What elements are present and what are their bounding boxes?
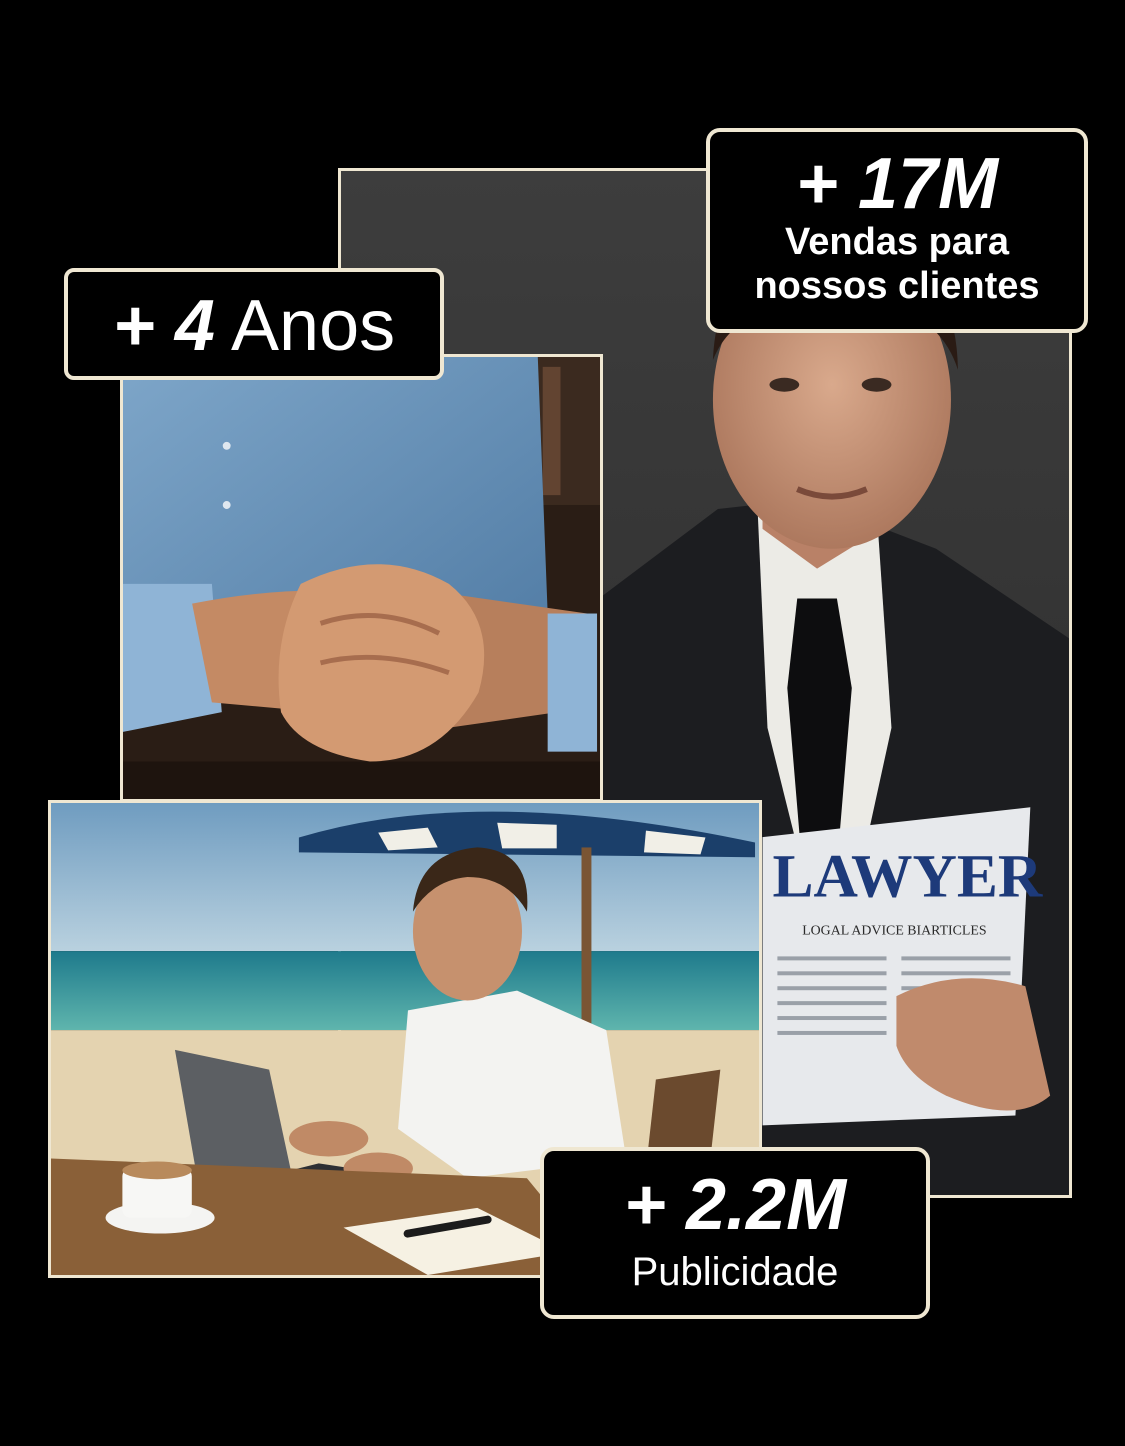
beach-photo [48, 800, 762, 1278]
advertising-value: + 2.2M [623, 1165, 847, 1245]
sales-label-line1: Vendas para [785, 221, 1009, 263]
advertising-badge: + 2.2M Publicidade [540, 1147, 930, 1319]
sales-label-line2: nossos clientes [754, 265, 1040, 307]
handshake-photo [120, 354, 603, 802]
years-badge: + 4 Anos [64, 268, 444, 380]
years-stat: + 4 Anos [68, 290, 440, 362]
years-value: + 4 [112, 286, 215, 366]
advertising-label: Publicidade [631, 1250, 839, 1294]
years-unit: Anos [231, 286, 396, 366]
sales-badge: + 17M Vendas para nossos clientes [706, 128, 1088, 333]
sales-value: + 17M [795, 144, 999, 224]
newspaper-title: LAWYER [772, 843, 1042, 911]
beach-laptop-work-photo-icon [51, 803, 759, 1275]
newspaper-subtitle: LOGAL ADVICE BIARTICLES [802, 924, 986, 939]
handshake-photo-icon [123, 357, 600, 799]
